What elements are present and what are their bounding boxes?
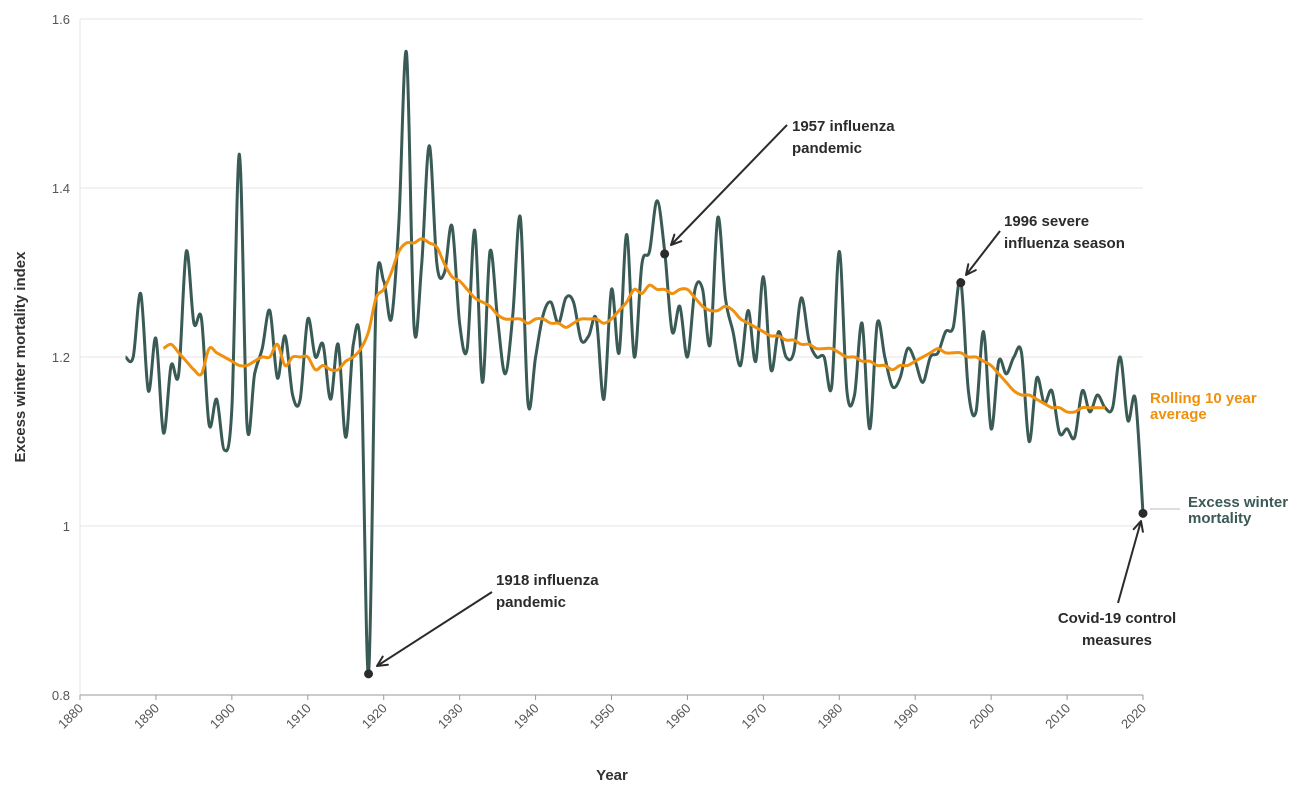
x-tick-label: 1880 xyxy=(55,701,86,732)
x-tick-label: 2000 xyxy=(966,701,997,732)
annotation-arrowhead xyxy=(1132,520,1144,533)
annotation-arrowhead xyxy=(670,233,683,246)
annotation-marker xyxy=(364,669,374,679)
annotation-marker xyxy=(660,249,670,259)
x-tick-label: 1940 xyxy=(511,701,542,732)
x-tick-label: 2010 xyxy=(1042,701,1073,732)
excess-winter-mortality-line xyxy=(124,49,1145,676)
x-tick-label: 1930 xyxy=(435,701,466,732)
x-axis-title: Year xyxy=(596,767,628,784)
gridlines xyxy=(80,18,1143,696)
annotation-text: Covid-19 control xyxy=(1058,610,1176,627)
annotation-text: 1996 severe xyxy=(1004,213,1089,230)
excess-winter-mortality-label: mortality xyxy=(1188,510,1252,527)
rolling-average-label: average xyxy=(1150,406,1207,423)
y-tick-label: 1 xyxy=(63,519,70,534)
x-tick-label: 2020 xyxy=(1118,701,1149,732)
annotation-arrow-line xyxy=(1117,520,1142,604)
y-tick-label: 1.2 xyxy=(52,350,70,365)
excess-winter-mortality-label: Excess winter xyxy=(1188,494,1288,511)
annotation-text: pandemic xyxy=(792,140,862,157)
annotation-text: measures xyxy=(1082,632,1152,649)
rolling-average-label: Rolling 10 year xyxy=(1150,390,1257,407)
x-axis: 1880 1890 1900 1910 1920 1930 1940 1950 1960 1970… xyxy=(55,694,1149,732)
annotation-text: influenza season xyxy=(1004,235,1125,252)
y-axis: 0.8 1 1.2 1.4 1.6 xyxy=(52,12,81,703)
x-tick-label: 1890 xyxy=(131,701,162,732)
x-tick-label: 1980 xyxy=(814,701,845,732)
y-axis-title: Excess winter mortality index xyxy=(12,251,29,463)
x-tick-label: 1900 xyxy=(207,701,238,732)
annotation-arrowhead xyxy=(965,263,977,276)
y-tick-label: 1.4 xyxy=(52,181,70,196)
annotation-marker xyxy=(956,278,966,288)
annotation-arrow-line xyxy=(670,124,788,246)
annotation-text: 1918 influenza xyxy=(496,572,599,589)
annotation-text: pandemic xyxy=(496,594,566,611)
x-tick-label: 1920 xyxy=(359,701,390,732)
annotations: 1918 influenza pandemic 1957 influenza pand… xyxy=(364,118,1176,679)
annotation-text: 1957 influenza xyxy=(792,118,895,135)
series-lines xyxy=(124,49,1145,676)
y-tick-label: 1.6 xyxy=(52,12,70,27)
x-tick-label: 1990 xyxy=(890,701,921,732)
rolling-average-line xyxy=(162,237,1105,414)
x-tick-label: 1910 xyxy=(283,701,314,732)
annotation-arrow-line xyxy=(376,591,493,667)
y-tick-label: 0.8 xyxy=(52,688,70,703)
annotation-marker xyxy=(1138,508,1148,518)
x-tick-label: 1950 xyxy=(587,701,618,732)
x-tick-label: 1970 xyxy=(738,701,769,732)
x-tick-label: 1960 xyxy=(662,701,693,732)
annotation-arrow-line xyxy=(965,230,1001,276)
annotation-arrowhead xyxy=(376,655,389,667)
